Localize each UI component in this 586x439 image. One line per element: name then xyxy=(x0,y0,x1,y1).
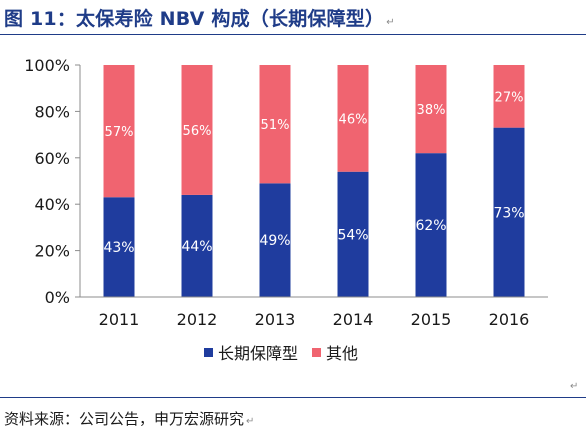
y-tick-label: 80% xyxy=(34,102,70,121)
data-label: 57% xyxy=(105,125,134,140)
bar-other-2014 xyxy=(337,65,369,172)
paragraph-mark-icon: ↵ xyxy=(246,416,255,427)
data-label: 54% xyxy=(337,227,368,243)
bar-long-term-protection-2014 xyxy=(337,171,369,297)
bar-other-2011 xyxy=(103,65,135,198)
x-tick-label: 2016 xyxy=(489,310,530,329)
source-text: 资料来源：公司公告，申万宏源研究 xyxy=(4,410,245,428)
legend-swatch xyxy=(204,348,213,357)
y-tick-label: 60% xyxy=(34,149,70,168)
y-tick-label: 40% xyxy=(34,195,70,214)
x-tick-label: 2014 xyxy=(333,310,374,329)
bar-long-term-protection-2015 xyxy=(415,153,447,297)
bar-other-2012 xyxy=(181,65,213,195)
bar-long-term-protection-2012 xyxy=(181,194,213,297)
x-axis: 2011 2012 2013 2014 2015 2016 xyxy=(80,296,548,329)
bar-long-term-protection-2011 xyxy=(103,197,135,297)
bar-other-2016 xyxy=(493,65,525,128)
y-tick-label: 100% xyxy=(24,56,70,75)
data-label: 62% xyxy=(415,218,446,234)
data-label: 43% xyxy=(103,240,134,256)
paragraph-mark-icon: ↵ xyxy=(386,17,395,28)
figure-header: 图 11：太保寿险 NBV 构成（长期保障型） ↵ xyxy=(0,0,586,34)
stacked-bar-chart: 43% 57% 44% 56% 49% 51% 54% 46% 62% 38% 73% 27% 0% 2… xyxy=(24,56,548,363)
paragraph-mark-icon: ↵ xyxy=(570,381,579,392)
figure-title: 图 11：太保寿险 NBV 构成（长期保障型） ↵ xyxy=(4,4,395,31)
source-divider xyxy=(0,397,586,398)
legend-swatch xyxy=(312,348,321,357)
title-divider xyxy=(0,34,586,35)
source-note: 资料来源：公司公告，申万宏源研究 ↵ xyxy=(4,408,254,429)
data-label: 73% xyxy=(493,205,524,221)
bar-other-2015 xyxy=(415,65,447,154)
y-tick-label: 20% xyxy=(34,242,70,261)
data-label: 46% xyxy=(339,112,368,127)
figure-title-text: 图 11：太保寿险 NBV 构成（长期保障型） xyxy=(4,8,385,30)
x-tick-label: 2012 xyxy=(177,310,218,329)
bar-other-2013 xyxy=(259,65,291,184)
x-tick-label: 2013 xyxy=(255,310,296,329)
legend-label: 其他 xyxy=(326,344,358,363)
y-tick-label: 0% xyxy=(45,288,70,307)
legend-label: 长期保障型 xyxy=(218,344,298,363)
data-label: 44% xyxy=(181,239,212,255)
data-label: 56% xyxy=(183,124,212,139)
bar-long-term-protection-2013 xyxy=(259,183,291,297)
x-tick-label: 2011 xyxy=(99,310,140,329)
legend: 长期保障型 其他 xyxy=(204,344,358,363)
data-label: 51% xyxy=(261,118,290,133)
data-label: 38% xyxy=(417,103,446,118)
data-label: 49% xyxy=(259,233,290,249)
data-label: 27% xyxy=(495,90,524,105)
y-axis: 0% 20% 40% 60% 80% 100% xyxy=(24,56,81,307)
bar-long-term-protection-2016 xyxy=(493,127,525,297)
x-tick-label: 2015 xyxy=(411,310,452,329)
plot-area: 43% 57% 44% 56% 49% 51% 54% 46% 62% 38% 73% 27% xyxy=(103,65,525,297)
